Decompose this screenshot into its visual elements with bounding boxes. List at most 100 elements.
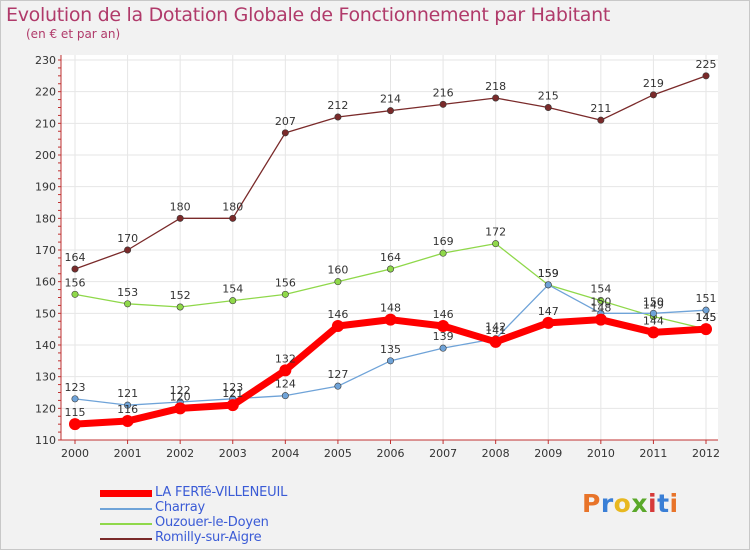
data-label: 172 [485, 226, 506, 239]
data-label: 218 [485, 80, 506, 93]
data-point [594, 313, 607, 326]
data-label: 145 [696, 311, 717, 324]
data-label: 148 [590, 302, 611, 315]
data-label: 147 [538, 305, 559, 318]
legend-swatch [100, 490, 152, 497]
data-point [702, 72, 710, 80]
logo-letter: r [600, 489, 614, 518]
data-point [437, 320, 450, 332]
data-point [71, 290, 79, 298]
data-point [331, 320, 344, 332]
data-point [71, 265, 79, 273]
y-tick-label: 180 [35, 212, 56, 225]
data-label: 121 [117, 387, 138, 400]
legend-label: Ouzouer-le-Doyen [155, 515, 269, 530]
data-point [174, 402, 187, 415]
logo-letter: i [648, 489, 658, 518]
data-label: 156 [275, 276, 296, 289]
chart-title: Evolution de la Dotation Globale de Fonc… [6, 4, 611, 26]
data-point [281, 392, 289, 400]
data-point [544, 281, 552, 289]
data-point [489, 335, 502, 348]
x-tick-label: 2011 [639, 447, 667, 460]
data-label: 149 [643, 299, 664, 312]
data-label: 135 [380, 343, 401, 356]
logo-letter: i [669, 489, 679, 518]
x-tick-label: 2004 [271, 447, 299, 460]
data-point [439, 100, 447, 108]
data-point [649, 91, 657, 99]
data-point [386, 265, 394, 273]
data-point [384, 313, 397, 326]
data-point [439, 344, 447, 352]
data-point [597, 297, 605, 305]
x-tick-label: 2010 [587, 447, 615, 460]
data-point [124, 246, 132, 254]
data-label: 152 [170, 289, 191, 302]
x-tick-label: 2007 [429, 447, 457, 460]
data-point [279, 364, 292, 377]
y-tick-label: 190 [35, 181, 56, 194]
data-point [597, 116, 605, 124]
x-tick-label: 2012 [692, 447, 720, 460]
data-label: 207 [275, 115, 296, 128]
data-label: 215 [538, 90, 559, 103]
data-label: 150 [590, 295, 611, 308]
x-tick-label: 2009 [534, 447, 562, 460]
x-tick-label: 2000 [61, 447, 89, 460]
data-label: 151 [696, 292, 717, 305]
data-label: 124 [275, 378, 296, 391]
data-label: 154 [222, 283, 243, 296]
data-label: 169 [433, 235, 454, 248]
legend-item-la-ferte-villeneuil: LA FERTé-VILLENEUIL [100, 485, 400, 501]
y-tick-label: 170 [35, 244, 56, 257]
data-label: 216 [433, 86, 454, 99]
data-point [334, 278, 342, 286]
data-label: 132 [275, 352, 296, 365]
data-label: 159 [538, 267, 559, 280]
data-point [226, 399, 239, 412]
y-tick-label: 220 [35, 86, 56, 99]
x-tick-label: 2002 [166, 447, 194, 460]
y-tick-label: 120 [35, 402, 56, 415]
x-tick-label: 2003 [219, 447, 247, 460]
x-tick-label: 2008 [482, 447, 510, 460]
data-label: 144 [643, 314, 664, 327]
logo-letter: x [631, 489, 648, 518]
data-point [386, 107, 394, 115]
data-label: 141 [485, 324, 506, 337]
chart-subtitle: (en € et par an) [26, 27, 121, 41]
data-label: 123 [222, 381, 243, 394]
legend-item-romilly-sur-aigre: Romilly-sur-Aigre [100, 530, 400, 546]
data-label: 122 [170, 384, 191, 397]
data-label: 123 [65, 381, 86, 394]
legend-item-charray: Charray [100, 500, 400, 516]
data-label: 170 [117, 232, 138, 245]
data-point [124, 401, 132, 409]
legend-label: Charray [155, 500, 206, 515]
data-label: 212 [327, 99, 348, 112]
y-tick-label: 130 [35, 371, 56, 384]
data-point [176, 214, 184, 222]
legend-label: Romilly-sur-Aigre [155, 530, 262, 545]
data-point [492, 94, 500, 102]
y-tick-label: 200 [35, 149, 56, 162]
data-point [702, 306, 710, 314]
logo-letter: P [582, 489, 601, 518]
data-label: 214 [380, 93, 401, 106]
data-label: 225 [696, 58, 717, 71]
y-tick-label: 150 [35, 307, 56, 320]
data-label: 164 [380, 251, 401, 264]
data-label: 164 [65, 251, 86, 264]
data-label: 219 [643, 77, 664, 90]
data-label: 127 [327, 368, 348, 381]
data-point [386, 357, 394, 365]
data-point [71, 395, 79, 403]
data-label: 139 [433, 330, 454, 343]
x-tick-label: 2001 [114, 447, 142, 460]
data-point [229, 214, 237, 222]
legend-swatch [100, 523, 152, 525]
data-label: 180 [222, 200, 243, 213]
legend-swatch [100, 538, 152, 540]
data-label: 115 [65, 406, 86, 419]
